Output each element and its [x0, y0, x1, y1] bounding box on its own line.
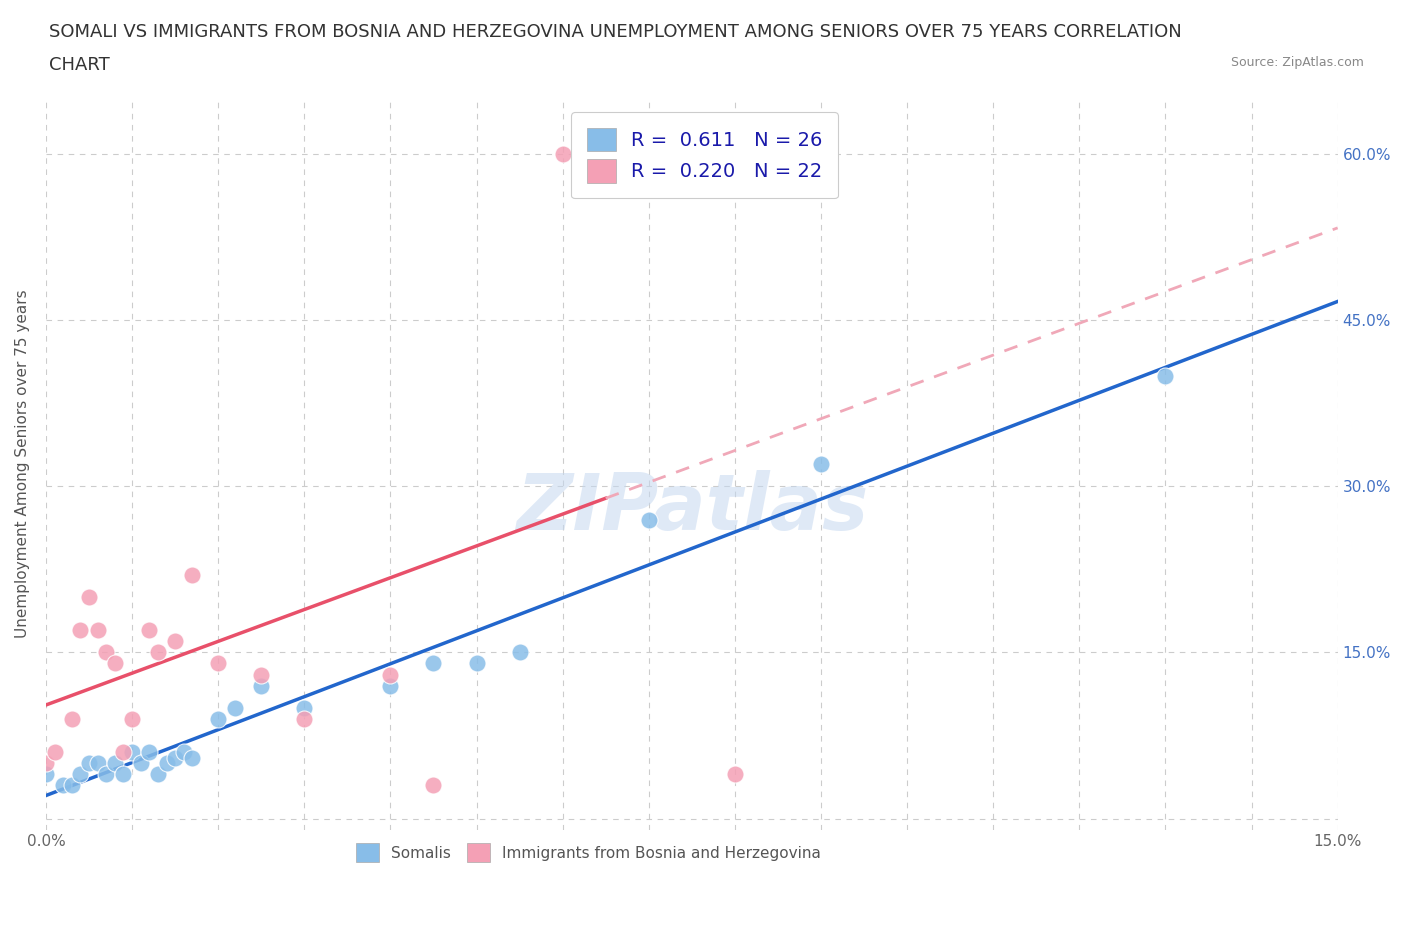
Point — [207, 656, 229, 671]
Point — [224, 700, 246, 715]
Point — [422, 656, 444, 671]
Point — [121, 745, 143, 760]
Point — [60, 777, 83, 792]
Point — [292, 700, 315, 715]
Legend: Somalis, Immigrants from Bosnia and Herzegovina: Somalis, Immigrants from Bosnia and Herz… — [349, 835, 828, 870]
Point — [44, 745, 66, 760]
Point — [104, 656, 127, 671]
Point — [35, 756, 58, 771]
Point — [138, 623, 160, 638]
Point — [52, 777, 75, 792]
Text: Source: ZipAtlas.com: Source: ZipAtlas.com — [1230, 56, 1364, 69]
Point — [112, 745, 135, 760]
Point — [96, 766, 118, 781]
Point — [292, 711, 315, 726]
Point — [380, 667, 402, 682]
Point — [86, 756, 108, 771]
Point — [810, 457, 832, 472]
Point — [112, 766, 135, 781]
Point — [138, 745, 160, 760]
Point — [181, 567, 204, 582]
Point — [60, 711, 83, 726]
Point — [724, 766, 747, 781]
Point — [146, 766, 169, 781]
Point — [77, 756, 100, 771]
Point — [465, 656, 488, 671]
Point — [595, 168, 617, 183]
Point — [173, 745, 195, 760]
Point — [121, 711, 143, 726]
Point — [69, 766, 91, 781]
Point — [165, 751, 187, 765]
Point — [165, 634, 187, 649]
Point — [207, 711, 229, 726]
Point — [422, 777, 444, 792]
Point — [250, 678, 273, 693]
Point — [77, 590, 100, 604]
Point — [86, 623, 108, 638]
Point — [96, 645, 118, 660]
Point — [129, 756, 152, 771]
Point — [155, 756, 177, 771]
Text: SOMALI VS IMMIGRANTS FROM BOSNIA AND HERZEGOVINA UNEMPLOYMENT AMONG SENIORS OVER: SOMALI VS IMMIGRANTS FROM BOSNIA AND HER… — [49, 23, 1182, 41]
Point — [1154, 368, 1177, 383]
Y-axis label: Unemployment Among Seniors over 75 years: Unemployment Among Seniors over 75 years — [15, 290, 30, 639]
Point — [637, 512, 659, 527]
Point — [551, 147, 574, 162]
Point — [509, 645, 531, 660]
Text: CHART: CHART — [49, 56, 110, 73]
Point — [35, 766, 58, 781]
Text: ZIPatlas: ZIPatlas — [516, 470, 868, 546]
Point — [104, 756, 127, 771]
Point — [69, 623, 91, 638]
Point — [181, 751, 204, 765]
Point — [250, 667, 273, 682]
Point — [146, 645, 169, 660]
Point — [380, 678, 402, 693]
